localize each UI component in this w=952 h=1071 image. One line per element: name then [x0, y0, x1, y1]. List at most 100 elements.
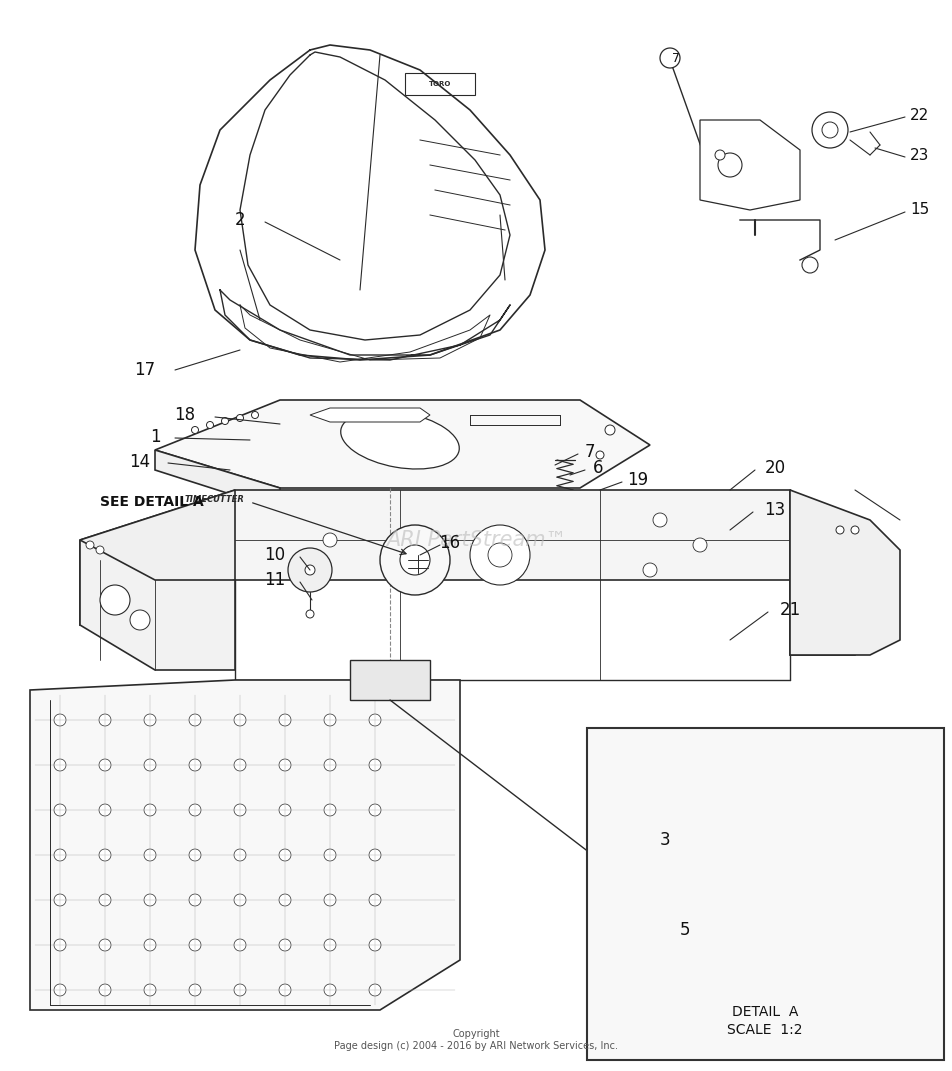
- Circle shape: [279, 939, 291, 951]
- Text: 1: 1: [149, 428, 160, 446]
- Text: 22: 22: [910, 107, 929, 122]
- Circle shape: [653, 513, 667, 527]
- Circle shape: [802, 257, 818, 273]
- Text: ARI PartStream™: ARI PartStream™: [386, 530, 566, 550]
- Circle shape: [234, 759, 246, 771]
- Circle shape: [144, 714, 156, 726]
- Circle shape: [822, 122, 838, 138]
- Circle shape: [279, 984, 291, 996]
- Circle shape: [324, 759, 336, 771]
- Bar: [587, 728, 944, 1060]
- Text: 18: 18: [174, 406, 195, 424]
- Polygon shape: [310, 408, 430, 422]
- Circle shape: [99, 984, 111, 996]
- Circle shape: [144, 804, 156, 816]
- Circle shape: [380, 525, 450, 595]
- Text: TIMECUTTER: TIMECUTTER: [185, 496, 245, 504]
- Circle shape: [288, 548, 332, 592]
- Circle shape: [189, 714, 201, 726]
- Text: TORO: TORO: [428, 81, 451, 87]
- Circle shape: [189, 939, 201, 951]
- Ellipse shape: [341, 411, 459, 469]
- Circle shape: [99, 804, 111, 816]
- Circle shape: [99, 714, 111, 726]
- Circle shape: [86, 541, 94, 549]
- Text: 20: 20: [764, 459, 785, 477]
- Text: 7: 7: [585, 443, 595, 461]
- Circle shape: [279, 714, 291, 726]
- Circle shape: [99, 759, 111, 771]
- Circle shape: [369, 849, 381, 861]
- Circle shape: [222, 418, 228, 424]
- Circle shape: [54, 759, 66, 771]
- Circle shape: [234, 939, 246, 951]
- Circle shape: [605, 425, 615, 435]
- Polygon shape: [80, 491, 235, 625]
- Text: 3: 3: [660, 831, 670, 849]
- Text: 16: 16: [440, 534, 461, 552]
- Circle shape: [279, 804, 291, 816]
- Circle shape: [144, 939, 156, 951]
- Bar: [405, 73, 475, 95]
- Circle shape: [488, 543, 512, 567]
- Text: 21: 21: [780, 601, 801, 619]
- Circle shape: [369, 984, 381, 996]
- Circle shape: [191, 426, 199, 434]
- Circle shape: [323, 533, 337, 547]
- Circle shape: [234, 984, 246, 996]
- Circle shape: [400, 545, 430, 575]
- Circle shape: [236, 414, 244, 422]
- Polygon shape: [80, 491, 855, 580]
- Circle shape: [99, 894, 111, 906]
- Circle shape: [725, 957, 735, 967]
- Circle shape: [306, 610, 314, 618]
- Polygon shape: [155, 399, 650, 488]
- Circle shape: [369, 804, 381, 816]
- Text: 14: 14: [129, 453, 150, 471]
- Polygon shape: [350, 660, 430, 700]
- Circle shape: [144, 759, 156, 771]
- Circle shape: [369, 759, 381, 771]
- Text: 23: 23: [910, 148, 929, 163]
- Polygon shape: [700, 120, 800, 210]
- Circle shape: [189, 894, 201, 906]
- Circle shape: [144, 849, 156, 861]
- Circle shape: [718, 153, 742, 177]
- Text: 6: 6: [593, 459, 604, 477]
- Text: 19: 19: [627, 471, 648, 489]
- Circle shape: [643, 563, 657, 577]
- Text: 2: 2: [235, 211, 246, 229]
- Circle shape: [369, 894, 381, 906]
- Circle shape: [96, 546, 104, 554]
- Circle shape: [234, 894, 246, 906]
- Circle shape: [324, 894, 336, 906]
- Circle shape: [715, 150, 725, 160]
- Text: 5: 5: [680, 921, 690, 939]
- Polygon shape: [30, 680, 460, 1010]
- Polygon shape: [155, 450, 280, 510]
- Circle shape: [279, 849, 291, 861]
- Circle shape: [324, 804, 336, 816]
- Circle shape: [660, 48, 680, 67]
- Circle shape: [812, 112, 848, 148]
- Circle shape: [54, 804, 66, 816]
- Text: Copyright
Page design (c) 2004 - 2016 by ARI Network Services, Inc.: Copyright Page design (c) 2004 - 2016 by…: [334, 1029, 618, 1051]
- Circle shape: [54, 939, 66, 951]
- Circle shape: [369, 939, 381, 951]
- Circle shape: [99, 849, 111, 861]
- Polygon shape: [80, 540, 235, 670]
- Circle shape: [324, 849, 336, 861]
- Circle shape: [100, 585, 130, 615]
- Circle shape: [234, 849, 246, 861]
- Circle shape: [189, 804, 201, 816]
- Circle shape: [189, 759, 201, 771]
- Circle shape: [54, 894, 66, 906]
- Circle shape: [234, 804, 246, 816]
- Circle shape: [54, 714, 66, 726]
- Circle shape: [130, 610, 150, 630]
- Circle shape: [144, 984, 156, 996]
- Circle shape: [324, 714, 336, 726]
- Circle shape: [279, 759, 291, 771]
- Text: 17: 17: [134, 361, 155, 379]
- Circle shape: [144, 894, 156, 906]
